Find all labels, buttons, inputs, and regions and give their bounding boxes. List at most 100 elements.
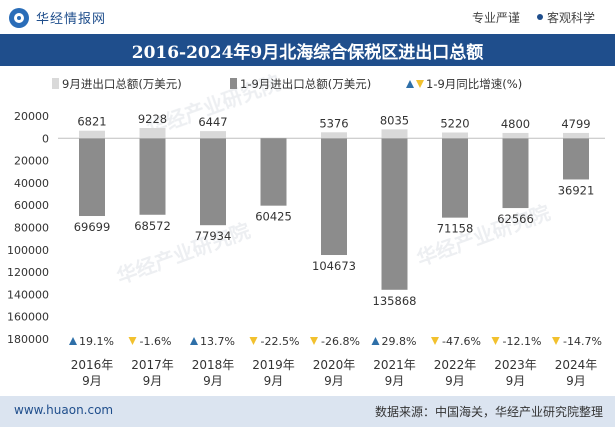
x-tick-label: 9月	[203, 374, 223, 388]
x-tick-label: 2018年	[192, 358, 235, 372]
growth-down-triangle-icon	[128, 337, 137, 345]
data-label-ytd: 135868	[373, 294, 417, 308]
data-label-sept: 8035	[380, 113, 409, 127]
y-tick-label: 20000	[14, 155, 49, 168]
x-tick-label: 9月	[506, 374, 526, 388]
bar-ytd	[200, 138, 226, 226]
tagline-professional: 专业严谨	[472, 11, 521, 25]
legend-down-triangle-icon	[416, 80, 424, 88]
growth-rate-label: 29.8%	[382, 335, 417, 348]
huajing-logo-icon	[9, 8, 29, 28]
bar-sept	[200, 131, 226, 139]
legend-label-growth: 1-9月同比增速(%)	[426, 77, 522, 91]
growth-rate-label: -12.1%	[503, 335, 542, 348]
y-tick-label: 60000	[14, 199, 49, 212]
x-tick-label: 2023年	[494, 358, 537, 372]
x-tick-label: 2017年	[131, 358, 174, 372]
data-label-ytd: 62566	[497, 212, 534, 226]
growth-rate-label: -1.6%	[140, 335, 172, 348]
data-label-ytd: 36921	[558, 183, 595, 197]
growth-down-triangle-icon	[491, 337, 500, 345]
bar-ytd	[260, 138, 287, 206]
y-tick-label: 140000	[7, 288, 49, 301]
growth-up-triangle-icon	[371, 337, 380, 345]
bar-sept	[139, 128, 166, 139]
bars: 69699 6821 19.1% 2016年 9月 68572 9228 -1.6% 2017年…	[69, 112, 602, 388]
data-label-ytd: 60425	[255, 210, 292, 224]
x-tick-label: 2024年	[555, 358, 598, 372]
legend: 9月进出口总额(万美元) 1-9月进出口总额(万美元) 1-9月同比增速(%)	[52, 77, 522, 91]
brand-name: 华经情报网	[36, 12, 107, 27]
bar-ytd	[381, 138, 408, 290]
bar-ytd	[563, 138, 589, 180]
x-tick-label: 2021年	[373, 358, 416, 372]
data-source: 数据来源：中国海关，华经产业研究院整理	[374, 405, 603, 419]
x-tick-label: 2016年	[71, 358, 114, 372]
data-label-sept: 6447	[198, 115, 227, 129]
data-label-sept: 5220	[440, 116, 469, 130]
bar-ytd	[79, 138, 105, 217]
y-axis: 20000 0 20000 40000 60000 80000 100000 120000 14…	[7, 110, 49, 346]
data-label-ytd: 77934	[195, 229, 232, 243]
growth-rate-label: -14.7%	[563, 335, 602, 348]
data-label-ytd: 68572	[134, 219, 171, 233]
growth-rate-label: 19.1%	[79, 335, 114, 348]
x-tick-label: 9月	[143, 374, 163, 388]
growth-down-triangle-icon	[431, 337, 439, 345]
growth-rate-label: -47.6%	[442, 335, 481, 348]
tagline-objective: 客观科学	[547, 11, 596, 25]
growth-rate-label: -26.8%	[321, 335, 360, 348]
y-tick-label: 120000	[7, 266, 49, 279]
growth-down-triangle-icon	[249, 337, 258, 345]
data-label-sept: 9228	[138, 112, 167, 126]
bar-sept	[79, 130, 105, 139]
x-tick-label: 9月	[385, 374, 405, 388]
bar-sept	[321, 132, 347, 139]
y-tick-label: 100000	[7, 244, 49, 257]
growth-rate-label: 13.7%	[200, 335, 235, 348]
growth-rate-label: -22.5%	[261, 335, 300, 348]
legend-up-triangle-icon	[406, 80, 414, 88]
y-tick-label: 80000	[14, 222, 49, 235]
growth-down-triangle-icon	[310, 337, 318, 345]
top-bar: 华经情报网 专业严谨 客观科学	[0, 0, 615, 34]
data-label-sept: 4799	[561, 117, 590, 131]
data-label-sept: 5376	[319, 116, 348, 130]
data-label-ytd: 71158	[437, 222, 474, 236]
legend-swatch-sept	[52, 78, 59, 89]
y-tick-label: 20000	[14, 110, 49, 123]
data-label-sept: 6821	[77, 115, 106, 129]
source-website: www.huaon.com	[14, 403, 114, 417]
data-label-sept: 4800	[501, 117, 530, 131]
bar-ytd	[321, 138, 347, 256]
x-tick-label: 9月	[82, 374, 102, 388]
legend-swatch-ytd	[230, 78, 237, 89]
y-tick-label: 180000	[7, 333, 49, 346]
footer-bar	[0, 396, 615, 427]
title-bar	[0, 34, 615, 66]
bar-sept	[381, 129, 408, 139]
bullet-icon	[537, 14, 543, 20]
bar-sept	[563, 132, 589, 139]
x-tick-label: 2019年	[252, 358, 295, 372]
legend-label-ytd: 1-9月进出口总额(万美元)	[240, 77, 371, 91]
y-tick-label: 160000	[7, 311, 49, 324]
data-label-ytd: 104673	[312, 259, 356, 273]
watermark-text: 华经产业研究院	[414, 200, 554, 270]
bar-sept	[502, 132, 529, 139]
chart-title: 2016-2024年9月北海综合保税区进出口总额	[131, 43, 484, 63]
x-tick-label: 9月	[445, 374, 465, 388]
x-tick-label: 2022年	[434, 358, 477, 372]
growth-down-triangle-icon	[552, 337, 560, 345]
x-tick-label: 9月	[324, 374, 344, 388]
x-tick-label: 2020年	[313, 358, 356, 372]
bar-ytd	[502, 138, 529, 209]
x-tick-label: 9月	[566, 374, 586, 388]
x-tick-label: 9月	[264, 374, 284, 388]
data-label-ytd: 69699	[74, 220, 111, 234]
legend-label-sept: 9月进出口总额(万美元)	[62, 77, 182, 91]
bar-ytd	[442, 138, 468, 218]
y-tick-label: 40000	[14, 177, 49, 190]
